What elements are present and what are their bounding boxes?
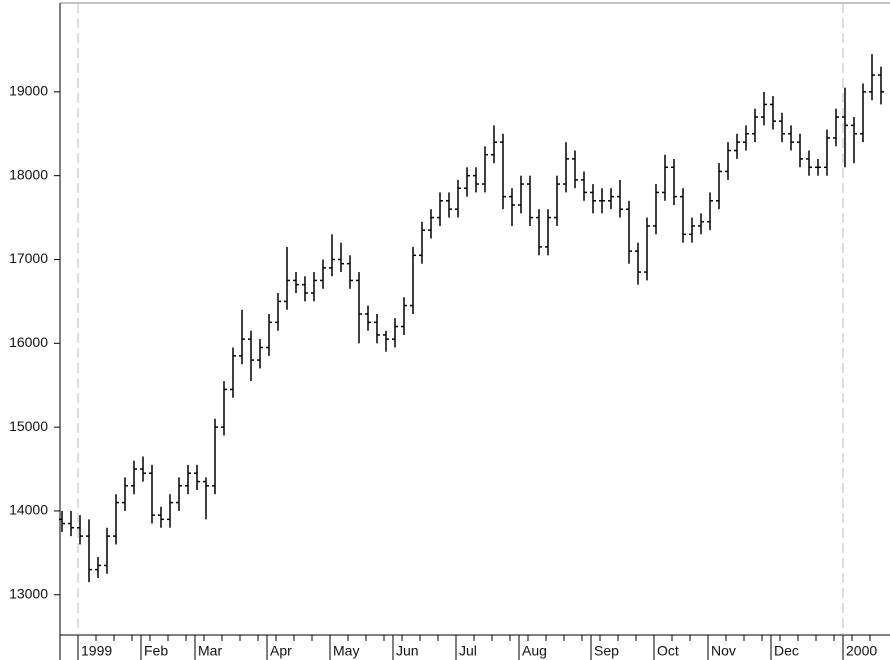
x-tick-label: Apr xyxy=(270,643,292,659)
x-tick-label: Jun xyxy=(396,643,419,659)
x-tick-label: Mar xyxy=(198,643,222,659)
y-tick-label: 18000 xyxy=(9,166,48,182)
y-tick-label: 14000 xyxy=(9,502,48,518)
x-tick-label: 2000 xyxy=(846,643,877,659)
y-tick-label: 17000 xyxy=(9,250,48,266)
x-tick-label: Oct xyxy=(657,643,679,659)
x-tick-label: Nov xyxy=(711,643,736,659)
x-tick-label: Dec xyxy=(774,643,799,659)
x-tick-label: Feb xyxy=(144,643,168,659)
x-tick-label: Jul xyxy=(459,643,477,659)
x-tick-label: May xyxy=(333,643,359,659)
y-tick-label: 19000 xyxy=(9,83,48,99)
x-tick-label: Sep xyxy=(594,643,619,659)
x-tick-label: 1999 xyxy=(81,643,112,659)
x-tick-label: Aug xyxy=(522,643,547,659)
y-tick-label: 13000 xyxy=(9,585,48,601)
y-tick-label: 15000 xyxy=(9,418,48,434)
y-tick-label: 16000 xyxy=(9,334,48,350)
